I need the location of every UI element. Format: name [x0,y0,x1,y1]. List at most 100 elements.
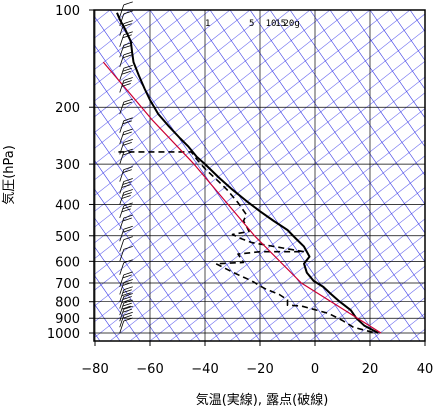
wind-barb-flag [122,274,132,279]
x-axis: −80 −60 −40 −20 0 20 40 [81,341,433,377]
wind-barb-staff [119,217,125,231]
y-tick-label: 500 [55,230,80,245]
wind-barb [119,236,133,252]
wind-barb-staff [119,34,125,47]
adiabat-line [189,10,421,341]
wind-barb-staff [119,309,125,322]
wind-barb-flag [123,51,133,56]
y-tick-label: 100 [55,4,80,19]
skewed-isotherm-line [169,139,425,341]
wind-barb-flag [122,120,132,125]
wind-barb-flag [122,169,132,174]
wind-barb-flag [122,289,132,294]
adiabat-line [94,245,161,341]
skewed-isotherm-line [329,265,425,341]
wind-barb [119,117,133,133]
adiabat-line [389,10,425,61]
wind-barb [119,51,133,68]
wind-barb [119,1,133,17]
wind-barb [119,259,133,275]
wind-barb-staff [119,4,125,17]
mixing-ratio-label: 1 [205,19,210,29]
skewed-isotherm-line [129,108,425,341]
wind-barb-flag [122,217,132,222]
wind-barb-flag [123,31,133,36]
adiabat-line [329,10,425,148]
wind-barb-flag [121,184,131,188]
skewed-isotherm-line [94,10,391,244]
skewed-isotherm-line [289,234,425,341]
wind-barb-flag [123,20,133,24]
wind-barb-flag [123,178,133,182]
skewed-isotherm-line [94,10,351,213]
adiabat-line [289,10,425,205]
x-axis-label: 気温(実線), 露点(破線) [196,392,329,408]
skewed-isotherm-line [309,249,425,341]
wind-barbs [119,1,133,334]
wind-barb-staff [119,54,125,68]
wind-barb-staff [119,274,125,288]
x-tick-label: −20 [246,362,273,377]
wind-barb-flag [122,181,132,185]
wind-barb-flag [123,279,133,283]
wind-barb-staff [119,13,125,27]
wind-barb-flag [123,214,133,219]
adiabat-line [129,10,361,341]
wind-barb [119,279,133,295]
wind-barb-flag [122,34,132,39]
wind-barb-flag [122,228,132,233]
x-tick-label: −80 [81,362,108,377]
wind-barb-flag [123,271,133,276]
wind-barb [119,214,133,231]
skewed-isotherm-line [94,10,311,181]
wind-barb [119,77,133,93]
wind-barb-flag [123,225,133,230]
adiabat-line [409,10,425,33]
skewed-isotherm-line [209,171,425,341]
sounding-series [102,12,382,334]
skewed-isotherm-line [94,10,211,102]
wind-barb [119,271,133,288]
wind-barb-staff [119,262,125,275]
skewed-isotherm-line [94,76,425,339]
wind-barb-staff [119,142,125,155]
skewed-isotherm-line [94,29,425,291]
skewed-isotherm-line [229,186,425,341]
y-tick-label: 800 [55,296,80,311]
skewed-isotherm-line [409,328,425,341]
wind-barb-flag [123,202,133,207]
skewed-isotherm-line [269,218,425,341]
grid [94,10,425,341]
y-tick-label: 300 [55,158,80,173]
skewed-isotherm-line [94,45,425,307]
wind-barb-flag [122,54,132,59]
wind-barb-flag [122,308,132,313]
wind-barb-flag [121,83,131,87]
adiabat-line [94,44,301,341]
wind-barb [119,64,133,81]
wind-barb-flag [123,148,133,153]
wind-barb-flag [123,311,133,316]
y-tick-label: 400 [55,198,80,213]
wind-barb-flag [123,41,133,46]
wind-barb-flag [123,189,133,193]
skewed-isotherm-line [389,313,425,341]
wind-barb-flag [123,236,133,241]
wind-barb-staff [119,151,125,165]
wind-barb-flag [122,314,132,319]
skewed-isotherm-line [149,123,425,341]
adiabat-line [149,10,381,341]
skewed-isotherm-line [94,10,231,118]
wind-barb-flag [123,317,133,322]
parcel-line [102,61,382,334]
wind-barb-flag [122,44,132,49]
adiabat-line [94,72,281,341]
wind-barb [119,148,133,165]
adiabat-line [94,159,221,341]
wind-barb-flag [121,305,131,310]
y-axis-label: 気圧(hPa) [1,145,17,205]
skewed-isotherm-line [430,10,435,341]
wind-barb [119,299,133,316]
wind-barb [119,41,133,58]
